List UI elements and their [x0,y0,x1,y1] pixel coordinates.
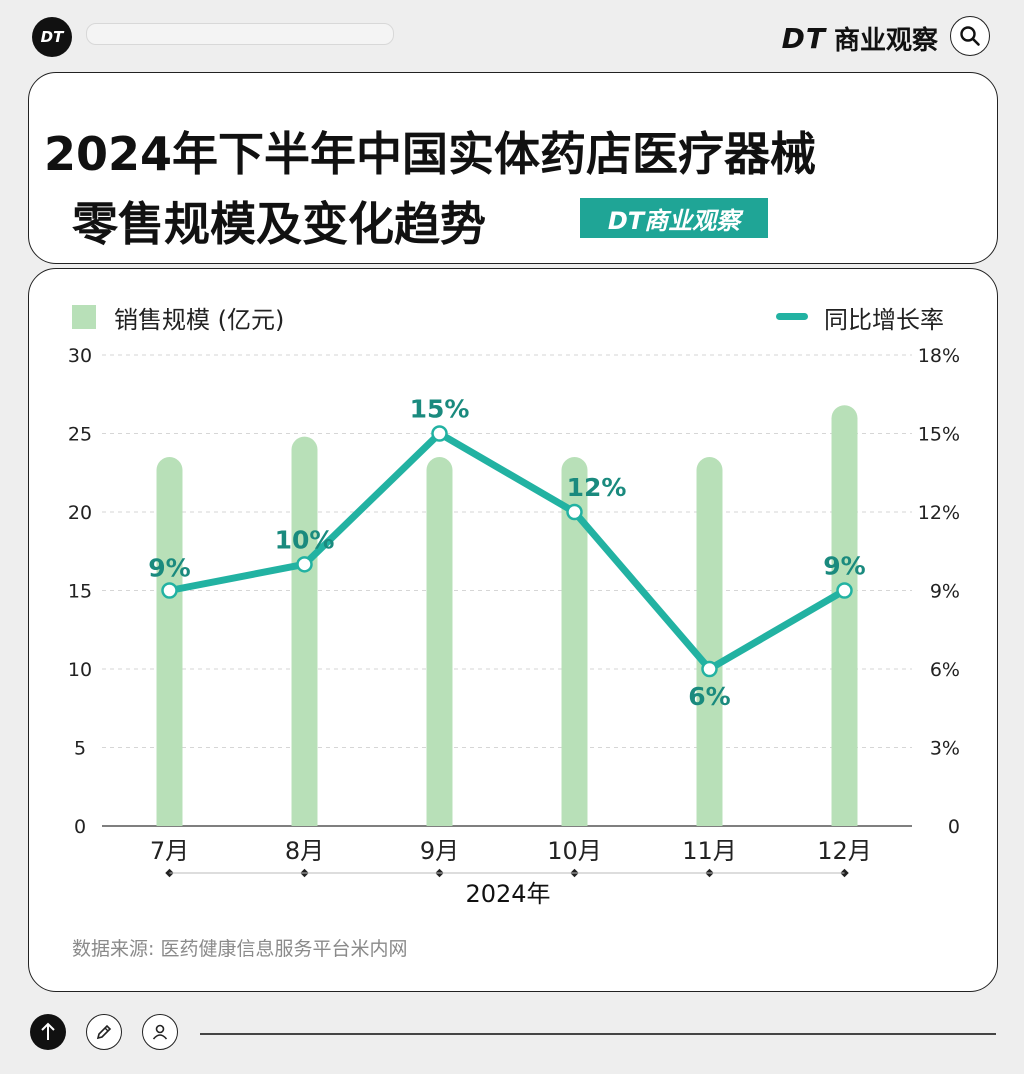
y-right-tick-label: 0 [948,816,960,838]
chart-title-line2: 零售规模及变化趋势 [72,197,486,251]
y-left-tick-label: 5 [74,738,86,760]
y-left-tick-label: 15 [68,581,92,603]
growth-data-label: 15% [410,395,470,424]
x-axis-label: 2024年 [465,880,550,908]
arrow-up-icon [41,1022,55,1040]
growth-line [166,430,848,673]
legend-line-swatch [776,313,808,320]
profile-button[interactable] [142,1014,178,1050]
user-icon [152,1024,168,1040]
brand-latin: DT [781,22,826,55]
growth-point [701,660,718,678]
scroll-top-button[interactable] [30,1014,66,1050]
chart-title-line1: 2024年下半年中国实体药店医疗器械 [44,127,817,181]
growth-data-label: 12% [567,473,627,502]
y-right-tick-label: 18% [918,345,960,367]
bottom-divider [200,1033,996,1035]
bar-12月 [831,405,858,826]
y-right-tick-label: 15% [918,424,960,446]
title-card [28,72,998,264]
growth-point [836,582,853,599]
bar-10月 [561,457,588,826]
y-left-tick-label: 25 [68,424,92,446]
growth-point [161,582,178,599]
logo-text: DT [40,28,64,46]
legend-line-label: 同比增长率 [824,306,944,334]
x-tick-label: 12月 [817,837,872,865]
x-tick-label: 10月 [547,837,602,865]
source-note: 数据来源: 医药健康信息服务平台米内网 [72,938,408,960]
title-badge: DT商业观察 [580,198,768,238]
brand: DT 商业观察 [782,20,938,57]
edit-button[interactable] [86,1014,122,1050]
bar-7月 [156,457,183,826]
x-tick-label: 9月 [420,837,459,865]
x-tick-label: 7月 [150,837,189,865]
growth-point [566,503,583,521]
y-right-tick-label: 9% [930,581,960,603]
bar-8月 [291,436,318,826]
search-icon [960,26,980,46]
bar-9月 [426,457,453,826]
growth-data-label: 9% [148,554,190,583]
y-right-tick-label: 3% [930,738,960,760]
top-bar: DT DT 商业观察 [0,0,1024,72]
brand-cn: 商业观察 [833,26,938,56]
growth-data-label: 6% [688,682,730,711]
growth-data-label: 10% [275,525,335,554]
growth-point [431,425,448,442]
x-tick-label: 8月 [285,837,324,865]
search-button[interactable] [950,16,990,56]
growth-data-label: 9% [823,552,865,581]
growth-point [296,556,313,573]
y-left-tick-label: 10 [68,659,92,681]
y-right-tick-label: 12% [918,502,960,524]
y-left-tick-label: 20 [68,502,92,524]
logo[interactable]: DT [32,17,72,57]
y-left-tick-label: 0 [74,816,86,838]
search-input[interactable] [86,23,394,45]
legend-bar-swatch [72,305,96,329]
legend-bar-label: 销售规模 (亿元) [114,306,285,334]
pencil-icon [96,1024,112,1040]
bar-11月 [696,457,723,826]
y-left-tick-label: 30 [68,345,92,367]
bottom-bar [0,1000,1024,1074]
x-tick-label: 11月 [682,837,737,865]
y-right-tick-label: 6% [930,659,960,681]
